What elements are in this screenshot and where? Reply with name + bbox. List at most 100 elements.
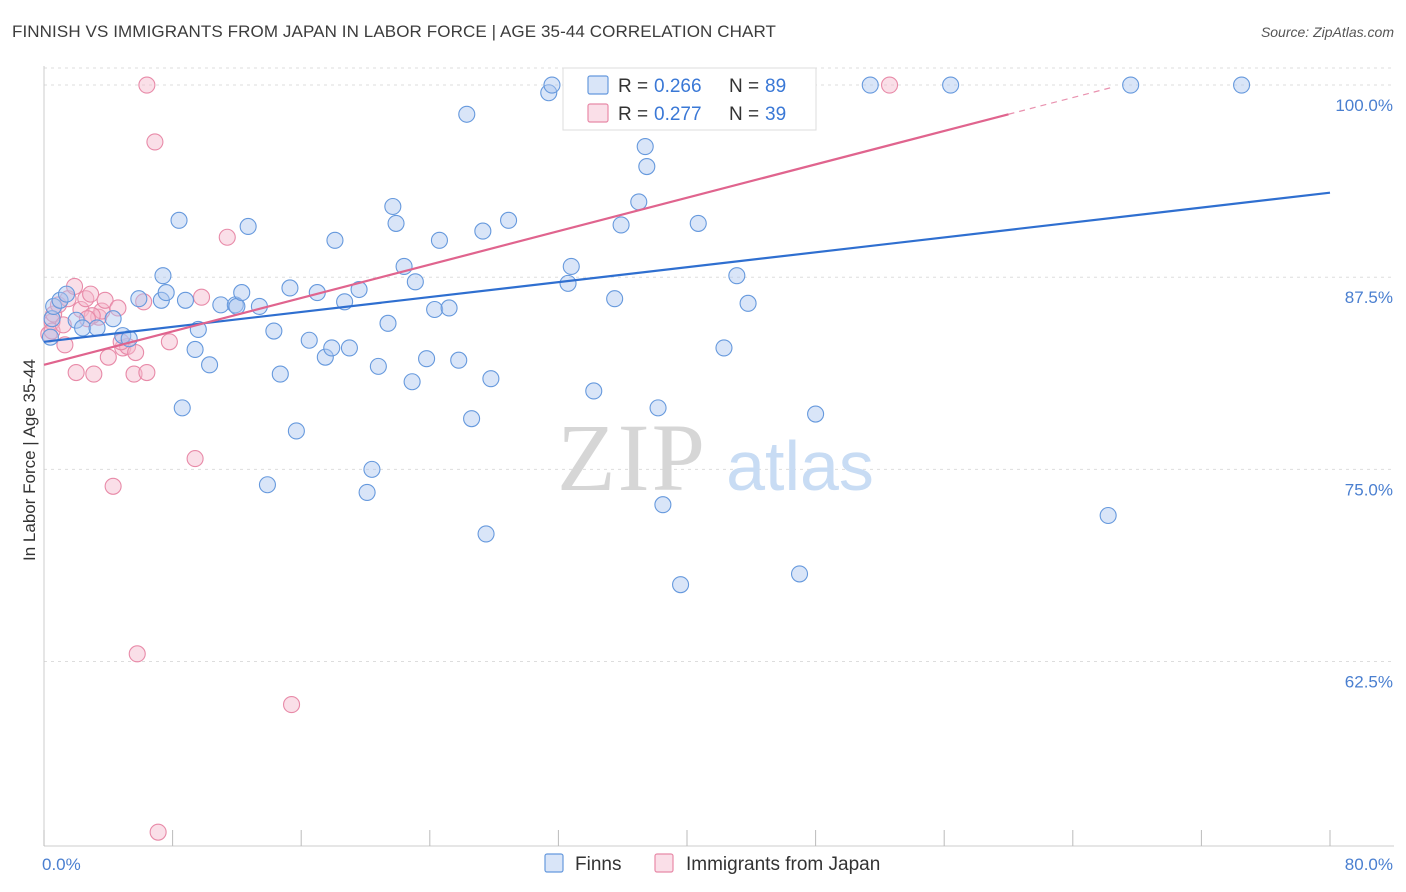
japan-point-11 — [85, 365, 103, 383]
watermark: ZIP atlas — [557, 404, 874, 511]
finns-trend-line — [43, 191, 1331, 343]
y-tick-label-3: 62.5% — [1345, 673, 1393, 692]
legend-r-value-japan: 0.277 — [654, 104, 702, 125]
y-tick-label-1: 87.5% — [1345, 288, 1393, 307]
japan-point-17 — [109, 299, 127, 317]
japan-point-33 — [880, 76, 899, 94]
source-label: Source: ZipAtlas.com — [1260, 24, 1394, 40]
chart-title: FINNISH VS IMMIGRANTS FROM JAPAN IN LABO… — [12, 22, 777, 41]
finns-point-50 — [426, 300, 444, 319]
finns-point-55 — [463, 410, 481, 428]
x-tick-label-right: 80.0% — [1345, 855, 1393, 874]
finns-point-73 — [672, 576, 690, 594]
japan-point-14 — [96, 291, 114, 309]
series-finns-points — [41, 76, 1251, 594]
finns-point-71 — [649, 399, 667, 417]
finns-point-1 — [43, 310, 61, 328]
legend-n-label-finns: N = — [729, 76, 759, 97]
japan-point-21 — [127, 343, 145, 362]
watermark-atlas: atlas — [726, 427, 874, 505]
finns-point-85 — [1099, 506, 1117, 525]
finns-point-54 — [458, 105, 476, 123]
finns-point-64 — [585, 382, 603, 400]
finns-point-53 — [450, 351, 468, 369]
finns-point-35 — [323, 339, 341, 357]
finns-point-83 — [861, 76, 879, 94]
finns-point-16 — [173, 399, 191, 417]
finns-point-70 — [638, 157, 656, 176]
finns-point-61 — [543, 76, 561, 94]
finns-point-20 — [201, 356, 219, 374]
japan-point-16 — [104, 477, 122, 495]
japan-point-28 — [160, 333, 178, 351]
finns-point-12 — [154, 267, 172, 285]
finns-point-66 — [606, 290, 624, 308]
japan-point-24 — [138, 363, 156, 382]
finns-point-74 — [689, 214, 707, 232]
finns-point-36 — [326, 231, 344, 249]
trend-lines — [43, 86, 1331, 366]
y-tick-labels: 100.0% 87.5% 75.0% 62.5% — [1335, 96, 1393, 691]
legend-frame — [562, 67, 817, 131]
finns-point-56 — [474, 222, 492, 240]
finns-point-63 — [562, 257, 580, 276]
japan-point-23 — [135, 293, 153, 311]
finns-point-31 — [287, 422, 305, 440]
finns-point-51 — [430, 231, 448, 249]
finns-point-38 — [340, 339, 358, 357]
japan-point-20 — [125, 365, 143, 383]
finns-point-24 — [233, 284, 251, 302]
finns-point-28 — [265, 322, 283, 340]
finns-point-72 — [654, 496, 672, 514]
finns-point-58 — [482, 370, 500, 388]
finns-point-68 — [630, 193, 648, 211]
finns-point-27 — [258, 476, 276, 494]
axes — [43, 66, 1394, 847]
bottom-legend-label-japan: Immigrants from Japan — [686, 854, 880, 875]
y-axis-label: In Labor Force | Age 35-44 — [20, 359, 39, 561]
legend-r-label-japan: R = — [618, 104, 648, 125]
finns-point-57 — [477, 525, 495, 543]
finns-point-42 — [369, 357, 387, 375]
legend-n-value-japan: 39 — [765, 104, 786, 125]
japan-point-29 — [186, 450, 204, 468]
finns-point-8 — [104, 310, 122, 328]
finns-point-67 — [612, 216, 630, 234]
legend-r-label-finns: R = — [618, 76, 648, 97]
finns-point-17 — [176, 291, 195, 309]
legend-swatch-finns — [587, 75, 609, 95]
finns-point-3 — [51, 291, 69, 309]
finns-point-47 — [403, 373, 421, 391]
japan-point-22 — [128, 645, 146, 663]
finns-point-14 — [157, 284, 175, 302]
japan-point-26 — [146, 133, 164, 151]
grid-lines — [44, 67, 1394, 663]
japan-point-15 — [99, 348, 117, 366]
finns-point-41 — [363, 460, 381, 478]
finns-point-39 — [350, 280, 368, 299]
japan-trend-extension — [1008, 86, 1114, 115]
japan-point-27 — [149, 823, 167, 841]
finns-point-52 — [440, 299, 458, 317]
finns-point-43 — [379, 314, 397, 332]
legend-swatch-japan — [587, 103, 609, 123]
finns-point-34 — [316, 348, 334, 366]
finns-point-44 — [384, 197, 402, 216]
finns-point-69 — [636, 137, 654, 156]
japan-point-25 — [138, 76, 156, 94]
finns-point-76 — [715, 339, 733, 357]
finns-point-81 — [790, 565, 809, 583]
japan-point-30 — [192, 288, 211, 306]
bottom-legend-swatch-finns — [544, 853, 564, 873]
japan-point-9 — [77, 290, 95, 308]
finns-point-49 — [418, 350, 436, 368]
y-tick-label-2: 75.0% — [1345, 480, 1393, 499]
finns-point-15 — [170, 211, 188, 229]
finns-point-32 — [300, 331, 318, 349]
finns-point-25 — [239, 217, 257, 236]
finns-point-86 — [1122, 76, 1140, 94]
y-tick-label-0: 100.0% — [1335, 96, 1393, 115]
japan-point-32 — [283, 696, 301, 714]
japan-point-7 — [67, 363, 85, 382]
finns-point-84 — [942, 76, 960, 94]
